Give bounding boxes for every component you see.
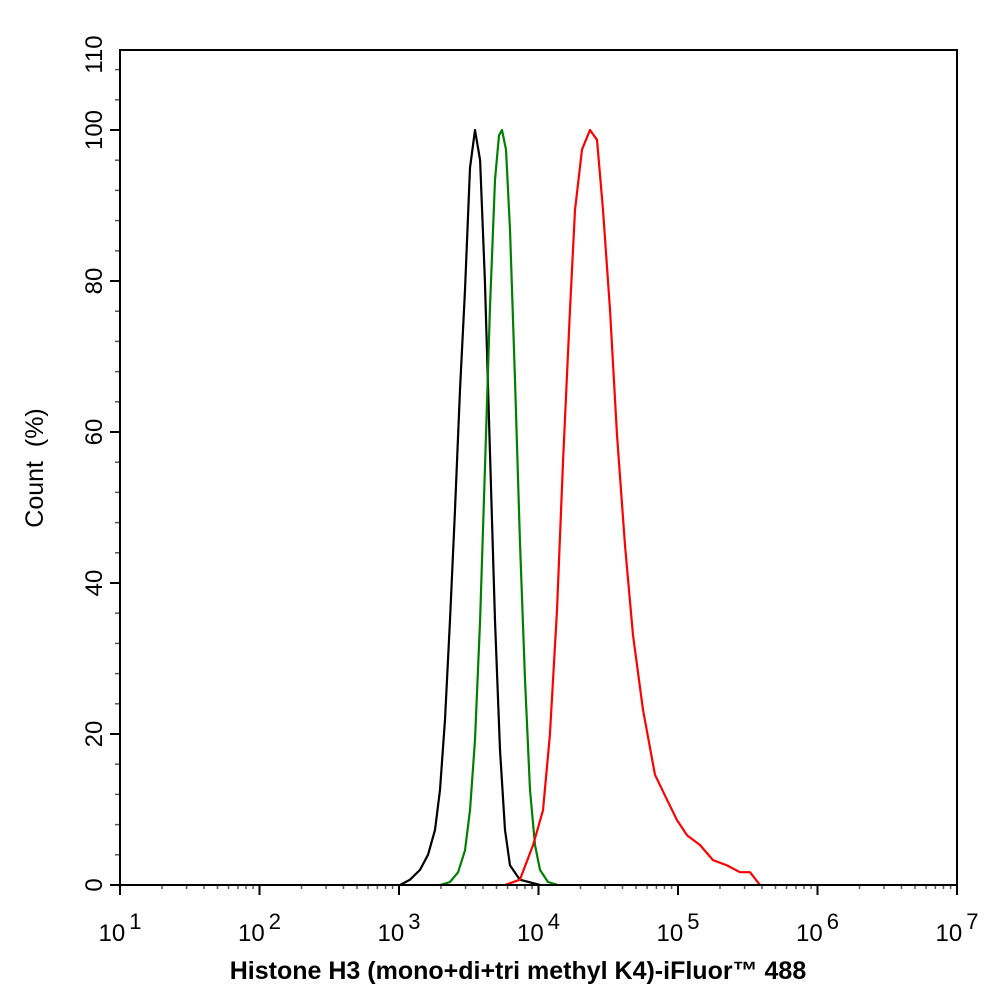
y-tick-label: 110 xyxy=(81,35,108,73)
y-tick-label: 20 xyxy=(81,721,108,748)
axis-ticks xyxy=(110,68,958,895)
x-axis-title: Histone H3 (mono+di+tri methyl K4)-iFluo… xyxy=(230,957,807,985)
y-tick-label: 80 xyxy=(81,268,108,295)
y-tick-label: 60 xyxy=(81,419,108,446)
series-group xyxy=(399,128,761,887)
x-tick-label: 10 2 xyxy=(238,909,281,947)
x-tick-label: 10 1 xyxy=(99,909,142,947)
plot-frame xyxy=(119,49,958,886)
x-tick-labels: 10 1 10 2 10 3 10 4 10 5 10 6 10 7 xyxy=(99,909,979,947)
x-tick-label: 10 4 xyxy=(517,909,560,947)
histogram-series-1 xyxy=(399,128,541,887)
x-tick-label: 10 5 xyxy=(657,909,700,947)
y-tick-label: 100 xyxy=(81,110,108,150)
y-tick-label: 0 xyxy=(81,878,108,891)
y-axis-title: Count (%) xyxy=(21,408,49,527)
y-tick-labels: 0 20 40 60 80 100 110 xyxy=(81,35,108,891)
x-tick-label: 10 6 xyxy=(796,909,839,947)
histogram-series-3 xyxy=(504,128,761,887)
x-tick-label: 10 7 xyxy=(936,909,979,947)
y-tick-label: 40 xyxy=(81,570,108,597)
x-tick-label: 10 3 xyxy=(378,909,421,947)
histogram-series-2 xyxy=(439,128,559,887)
